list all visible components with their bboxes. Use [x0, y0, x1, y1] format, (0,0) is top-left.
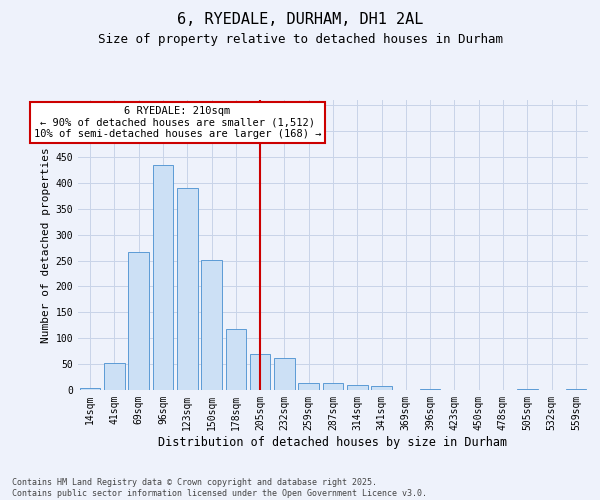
Bar	[371, 386, 392, 390]
Bar	[274, 358, 295, 390]
Text: 6, RYEDALE, DURHAM, DH1 2AL: 6, RYEDALE, DURHAM, DH1 2AL	[177, 12, 423, 28]
Text: 6 RYEDALE: 210sqm
← 90% of detached houses are smaller (1,512)
10% of semi-detac: 6 RYEDALE: 210sqm ← 90% of detached hous…	[34, 106, 321, 139]
Bar	[517, 389, 538, 390]
Bar	[80, 388, 100, 390]
X-axis label: Distribution of detached houses by size in Durham: Distribution of detached houses by size …	[158, 436, 508, 448]
Bar	[347, 386, 368, 390]
Text: Contains HM Land Registry data © Crown copyright and database right 2025.
Contai: Contains HM Land Registry data © Crown c…	[12, 478, 427, 498]
Bar	[201, 260, 222, 390]
Bar	[566, 389, 586, 390]
Bar	[177, 188, 197, 390]
Text: Size of property relative to detached houses in Durham: Size of property relative to detached ho…	[97, 32, 503, 46]
Bar	[323, 384, 343, 390]
Bar	[152, 164, 173, 390]
Bar	[128, 252, 149, 390]
Bar	[420, 389, 440, 390]
Bar	[226, 330, 246, 390]
Y-axis label: Number of detached properties: Number of detached properties	[41, 147, 52, 343]
Bar	[298, 384, 319, 390]
Bar	[104, 363, 125, 390]
Bar	[250, 354, 271, 390]
